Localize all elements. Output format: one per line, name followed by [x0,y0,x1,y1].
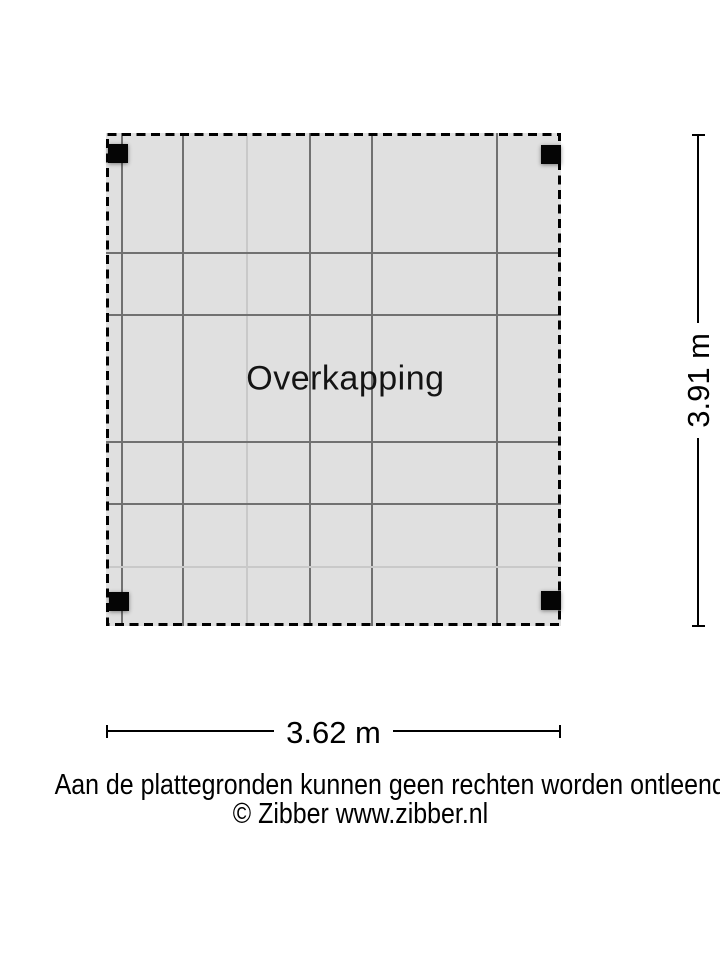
floorplan-canvas: Overkapping [106,133,561,626]
roof-grid-line-horizontal [106,252,561,254]
dimension-tick [559,724,561,738]
footer-disclaimer: Aan de plattegronden kunnen geen rechten… [0,769,720,801]
height-dimension-label: 3.91 m [680,333,716,428]
corner-post-bottom-right [541,591,561,610]
corner-post-top-left [108,144,128,163]
dimension-line [697,437,699,625]
dimension-line [392,730,559,732]
copyright-text: © Zibber www.zibber.nl [232,798,488,830]
corner-post-top-right [541,145,561,164]
width-dimension-label: 3.62 m [286,714,381,750]
roof-grid-line-vertical [182,133,184,626]
roof-grid-line-horizontal [106,566,561,568]
footer-copyright: © Zibber www.zibber.nl [0,798,720,830]
room-label: Overkapping [246,359,445,398]
roof-grid-line-horizontal [106,314,561,316]
width-dimension: 3.62 m [106,717,561,748]
roof-grid-line-horizontal [106,441,561,443]
roof-grid-line-vertical [371,133,373,626]
roof-grid-line-vertical [309,133,311,626]
dimension-tick [691,625,705,627]
plan-dashed-border [106,133,561,626]
dimension-tick [691,134,705,136]
roof-grid-line-horizontal [106,503,561,505]
dimension-tick [106,724,108,738]
corner-post-bottom-left [109,592,129,611]
disclaimer-text: Aan de plattegronden kunnen geen rechten… [54,769,720,801]
roof-grid-line-vertical [121,133,123,626]
roof-grid-line-vertical [246,133,248,626]
roof-grid-line-vertical [496,133,498,626]
dimension-line [108,730,275,732]
dimension-line [697,136,699,324]
height-dimension: 3.91 m [681,134,716,627]
